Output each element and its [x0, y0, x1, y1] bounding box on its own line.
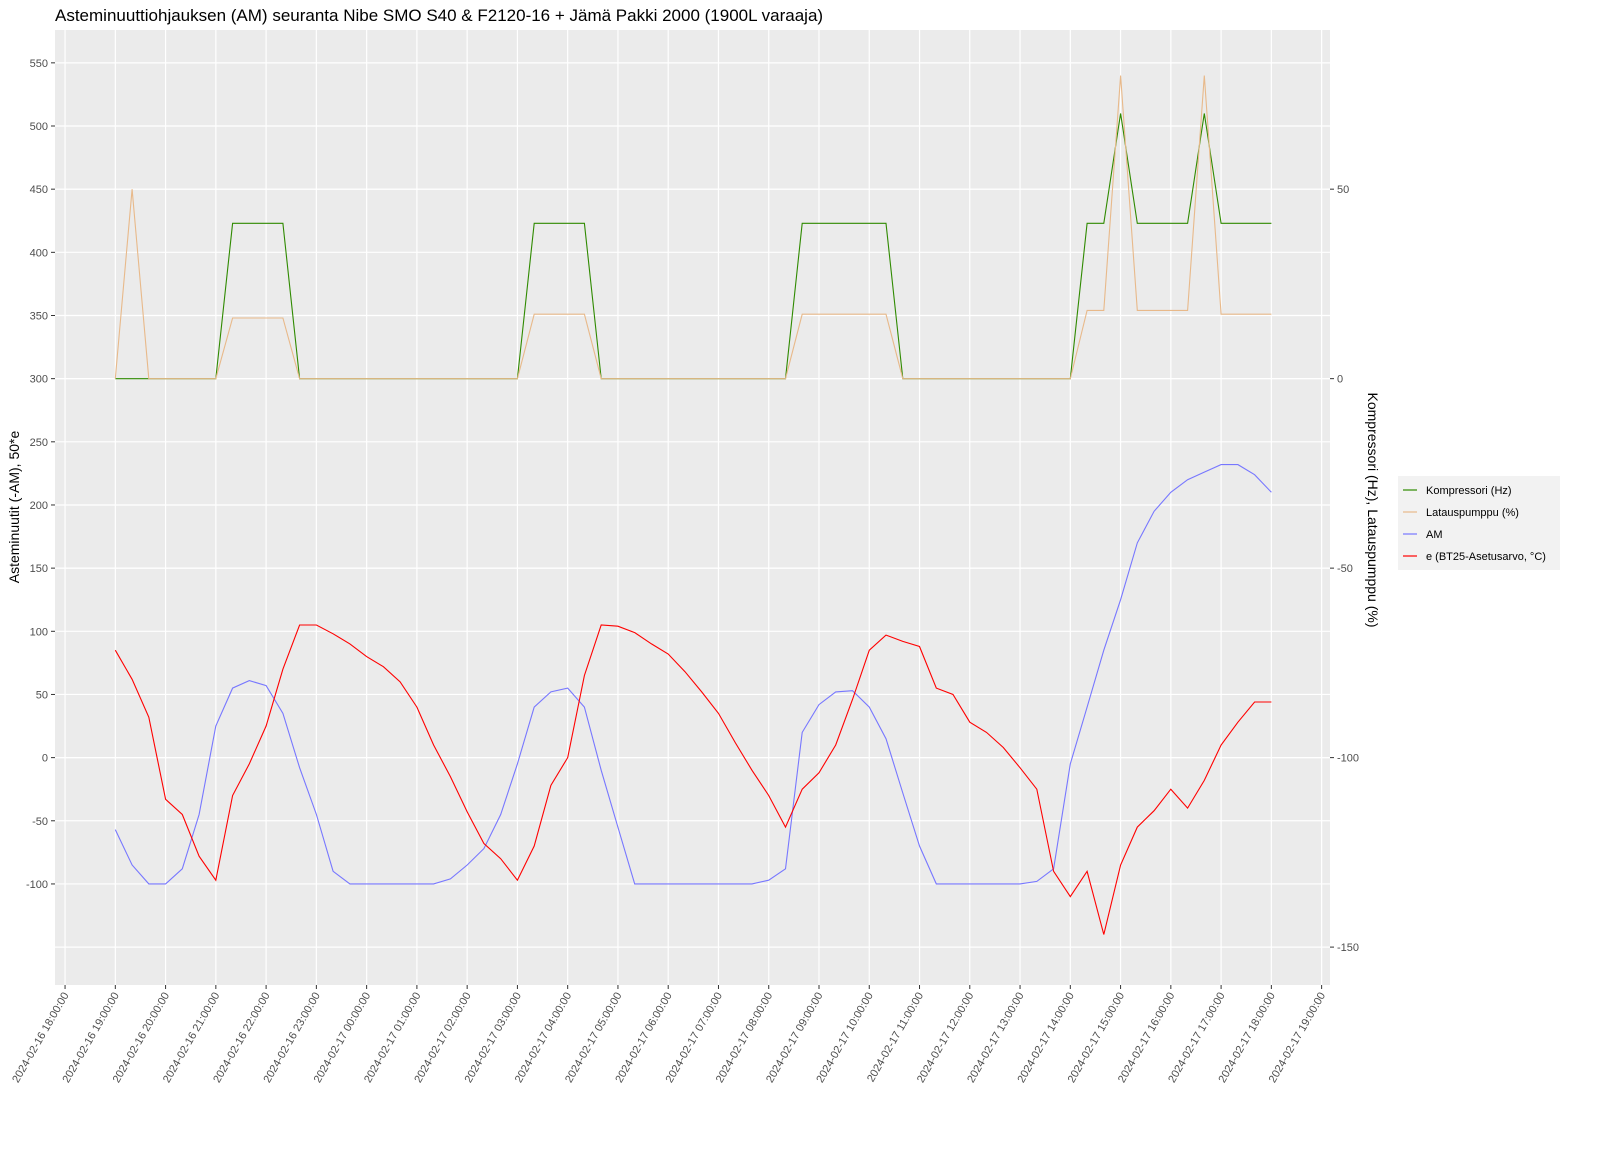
x-tick-label: 2024-02-16 19:00:00 — [60, 991, 121, 1085]
x-tick-label: 2024-02-17 11:00:00 — [865, 991, 926, 1085]
y-tick-label: 350 — [30, 310, 48, 322]
x-tick-label: 2024-02-16 21:00:00 — [161, 991, 222, 1085]
chart-title: Asteminuuttiohjauksen (AM) seuranta Nibe… — [55, 6, 823, 25]
y-tick-label: 450 — [30, 184, 48, 196]
y2-tick-label: 0 — [1337, 374, 1343, 386]
grid — [55, 30, 1330, 985]
x-tick-label: 2024-02-16 23:00:00 — [261, 991, 322, 1085]
y-axis-label: Asteminuutit (-AM), 50*e — [6, 431, 22, 584]
y-tick-label: 0 — [42, 753, 48, 765]
x-tick-label: 2024-02-17 08:00:00 — [714, 991, 775, 1085]
x-tick-label: 2024-02-17 16:00:00 — [1116, 991, 1177, 1085]
y2-tick-label: -50 — [1337, 563, 1353, 575]
plot-panel — [55, 30, 1330, 985]
y-tick-label: 200 — [30, 500, 48, 512]
x-tick-label: 2024-02-17 12:00:00 — [915, 991, 976, 1085]
y-tick-label: 250 — [30, 437, 48, 449]
x-tick-label: 2024-02-17 10:00:00 — [814, 991, 875, 1085]
series-line — [114, 464, 1272, 885]
x-tick-label: 2024-02-17 09:00:00 — [764, 991, 825, 1085]
x-tick-label: 2024-02-17 05:00:00 — [563, 991, 624, 1085]
y2-tick-label: -100 — [1337, 753, 1359, 765]
y-tick-label: 100 — [30, 626, 48, 638]
x-tick-label: 2024-02-17 00:00:00 — [312, 991, 373, 1085]
x-tick-label: 2024-02-17 14:00:00 — [1015, 991, 1076, 1085]
lines — [114, 75, 1272, 935]
x-tick-label: 2024-02-16 18:00:00 — [10, 991, 71, 1085]
x-tick-label: 2024-02-17 01:00:00 — [362, 991, 423, 1085]
x-tick-label: 2024-02-16 20:00:00 — [111, 991, 172, 1085]
y-tick-label: -50 — [32, 816, 48, 828]
y2-tick-label: 50 — [1337, 184, 1349, 196]
y-tick-label: 50 — [36, 689, 48, 701]
legend-label: AM — [1426, 529, 1443, 541]
x-tick-label: 2024-02-17 07:00:00 — [664, 991, 725, 1085]
legend-label: Kompressori (Hz) — [1426, 485, 1512, 497]
y-tick-label: 550 — [30, 58, 48, 70]
legend-label: Latauspumppu (%) — [1426, 507, 1519, 519]
y-tick-label: 500 — [30, 121, 48, 133]
x-tick-label: 2024-02-17 02:00:00 — [412, 991, 473, 1085]
series-line — [114, 624, 1272, 935]
x-tick-label: 2024-02-17 17:00:00 — [1166, 991, 1227, 1085]
y-tick-label: 150 — [30, 563, 48, 575]
series-line — [114, 75, 1272, 380]
y-tick-label: 400 — [30, 247, 48, 259]
x-tick-label: 2024-02-17 19:00:00 — [1267, 991, 1328, 1085]
y2-tick-label: -150 — [1337, 942, 1359, 954]
legend-label: e (BT25-Asetusarvo, °C) — [1426, 551, 1546, 563]
x-tick-label: 2024-02-17 15:00:00 — [1066, 991, 1127, 1085]
x-tick-label: 2024-02-17 06:00:00 — [613, 991, 674, 1085]
y-tick-label: -100 — [26, 879, 48, 891]
y2-axis-label: Kompressori (Hz), Latauspumppu (%) — [1365, 393, 1381, 628]
y-tick-label: 300 — [30, 374, 48, 386]
x-tick-label: 2024-02-17 18:00:00 — [1216, 991, 1277, 1085]
x-tick-label: 2024-02-17 04:00:00 — [513, 991, 574, 1085]
x-tick-label: 2024-02-17 13:00:00 — [965, 991, 1026, 1085]
x-tick-label: 2024-02-17 03:00:00 — [463, 991, 524, 1085]
x-tick-label: 2024-02-16 22:00:00 — [211, 991, 272, 1085]
legend — [1398, 476, 1560, 570]
